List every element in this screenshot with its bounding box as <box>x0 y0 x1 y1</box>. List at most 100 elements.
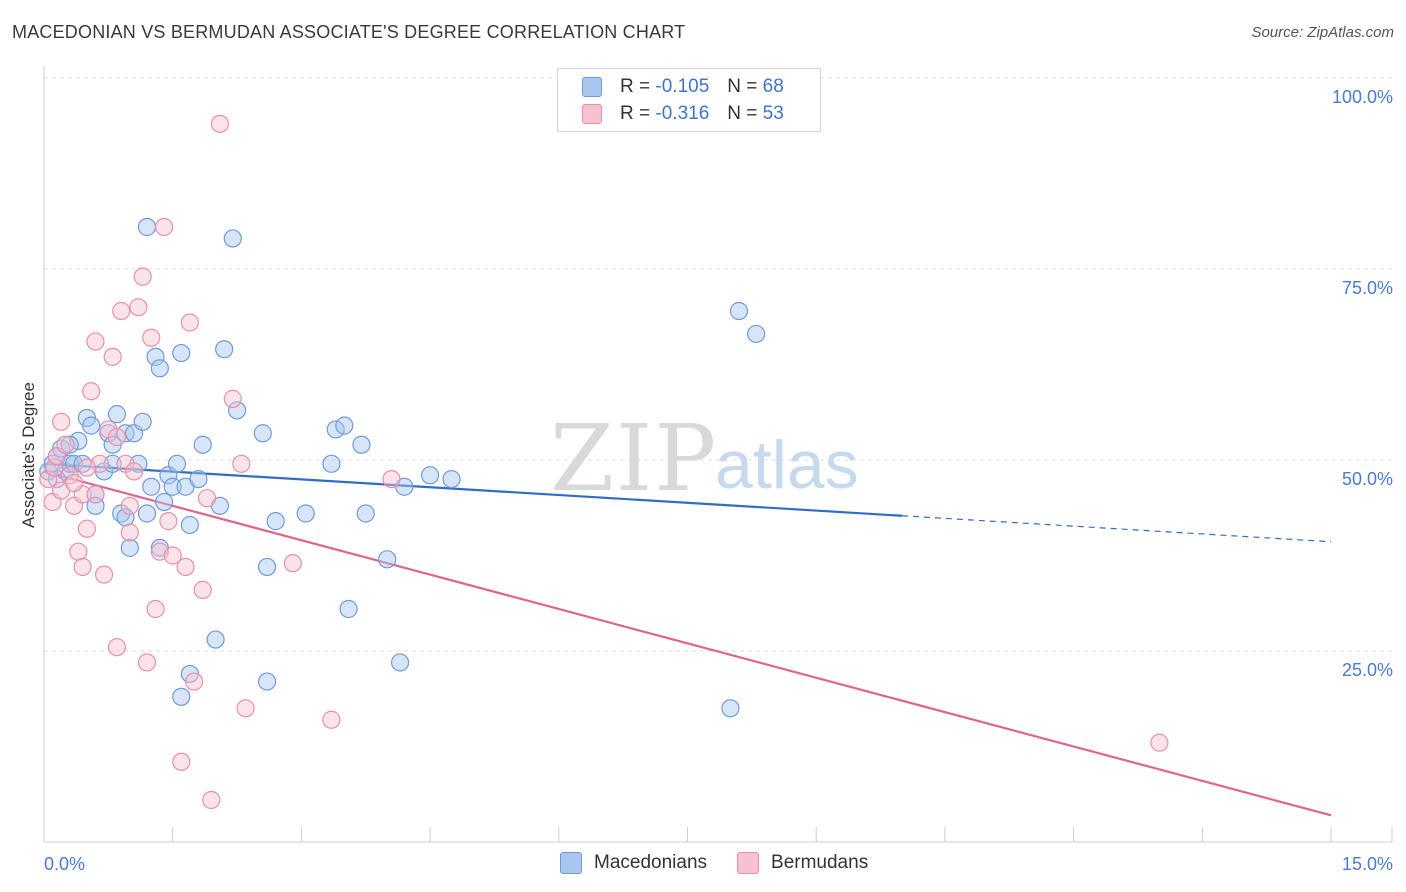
point-macedonians <box>120 538 139 557</box>
series-swatch-bermudans <box>737 852 760 874</box>
point-bermudans <box>64 473 84 493</box>
point-macedonians <box>180 515 199 535</box>
y-tick-label: 100.0% <box>1332 87 1393 107</box>
trend-line-macedonians <box>43 462 903 517</box>
axes <box>43 66 1393 843</box>
point-macedonians <box>721 699 740 718</box>
legend-n-value: 68 <box>762 76 784 97</box>
point-macedonians <box>163 477 182 496</box>
series-legend-macedonians: Macedonians <box>560 852 707 874</box>
point-macedonians <box>442 470 461 489</box>
point-bermudans <box>232 454 251 473</box>
point-macedonians <box>322 454 341 473</box>
point-bermudans <box>103 347 122 366</box>
point-macedonians <box>227 401 247 420</box>
point-bermudans <box>77 519 97 538</box>
tick-labels: 25.0% 50.0% 75.0% 100.0% 0.0% 15.0% <box>44 87 1393 874</box>
trend-lines <box>43 462 1332 817</box>
point-bermudans <box>69 542 88 561</box>
legend-swatch-macedonians <box>582 77 602 97</box>
correlation-legend: R = -0.105 N = 68 R = -0.316 N = 53 <box>557 68 821 132</box>
watermark-zip: ZIP <box>550 405 718 512</box>
y-tick-label: 50.0% <box>1342 469 1393 489</box>
point-macedonians <box>335 416 354 435</box>
point-macedonians <box>172 687 191 706</box>
y-tick-label: 75.0% <box>1342 278 1393 298</box>
point-macedonians <box>146 347 165 366</box>
point-bermudans <box>236 699 255 718</box>
legend-n-label: N = <box>727 76 758 97</box>
point-bermudans <box>86 332 105 351</box>
series-label-macedonians: Macedonians <box>594 852 708 873</box>
point-bermudans <box>129 298 148 317</box>
series-swatch-macedonians <box>560 852 582 874</box>
point-bermudans <box>39 470 58 489</box>
point-macedonians <box>150 359 169 378</box>
point-bermudans <box>77 458 97 477</box>
point-macedonians <box>378 550 397 569</box>
point-bermudans <box>86 485 105 504</box>
x-tick-label: 0.0% <box>44 854 85 874</box>
point-macedonians <box>421 466 440 485</box>
point-bermudans <box>382 470 401 489</box>
point-bermudans <box>210 114 229 133</box>
legend-r-value: -0.316 <box>655 103 710 124</box>
point-macedonians <box>60 435 79 454</box>
point-bermudans <box>159 512 178 531</box>
point-bermudans <box>155 217 174 237</box>
point-macedonians <box>296 504 315 523</box>
point-macedonians <box>167 454 187 473</box>
point-bermudans <box>107 427 127 447</box>
point-macedonians <box>82 416 101 435</box>
point-macedonians <box>103 454 122 473</box>
point-bermudans <box>45 458 64 477</box>
trend-line-bermudans <box>43 470 1332 817</box>
y-tick-label: 25.0% <box>1342 660 1393 680</box>
point-bermudans <box>142 328 161 347</box>
source-credit: Source: ZipAtlas.com <box>1251 24 1394 41</box>
point-bermudans <box>112 301 131 321</box>
data-points <box>39 114 1169 810</box>
legend-n-label: N = <box>727 103 758 124</box>
chart-title: MACEDONIAN VS BERMUDAN ASSOCIATE'S DEGRE… <box>12 22 686 42</box>
point-bermudans <box>120 523 139 542</box>
y-axis-label: Associate's Degree <box>19 382 38 528</box>
x-tick-label: 15.0% <box>1342 854 1393 874</box>
point-bermudans <box>133 267 152 286</box>
series-legend-bermudans: Bermudans <box>737 852 868 874</box>
point-bermudans <box>82 382 101 401</box>
point-macedonians <box>133 412 152 431</box>
legend-swatch-bermudans <box>582 104 602 124</box>
point-bermudans <box>185 672 204 691</box>
trend-extension-macedonians <box>901 515 1332 543</box>
point-macedonians <box>356 504 375 523</box>
point-bermudans <box>94 565 114 584</box>
point-bermudans <box>52 412 71 431</box>
legend-n-value: 53 <box>762 103 784 124</box>
point-macedonians <box>189 470 208 489</box>
point-bermudans <box>176 557 195 577</box>
legend-row-bermudans: R = -0.316 N = 53 <box>582 101 784 127</box>
watermark-atlas: atlas <box>715 427 859 503</box>
point-macedonians <box>266 512 285 531</box>
legend-row-macedonians: R = -0.105 N = 68 <box>582 74 784 100</box>
point-macedonians <box>223 229 242 248</box>
point-macedonians <box>253 424 272 443</box>
point-bermudans <box>1150 733 1169 752</box>
point-bermudans <box>193 580 212 599</box>
point-bermudans <box>180 313 199 332</box>
point-bermudans <box>124 462 144 481</box>
point-bermudans <box>73 557 92 577</box>
point-macedonians <box>339 599 358 619</box>
point-macedonians <box>326 420 345 439</box>
point-macedonians <box>142 477 161 496</box>
point-bermudans <box>172 752 191 771</box>
point-macedonians <box>155 492 174 512</box>
point-bermudans <box>137 653 157 672</box>
point-bermudans <box>146 599 165 619</box>
point-bermudans <box>163 546 182 565</box>
point-bermudans <box>202 790 221 810</box>
point-macedonians <box>257 672 277 691</box>
legend-r-label: R = <box>620 76 651 97</box>
